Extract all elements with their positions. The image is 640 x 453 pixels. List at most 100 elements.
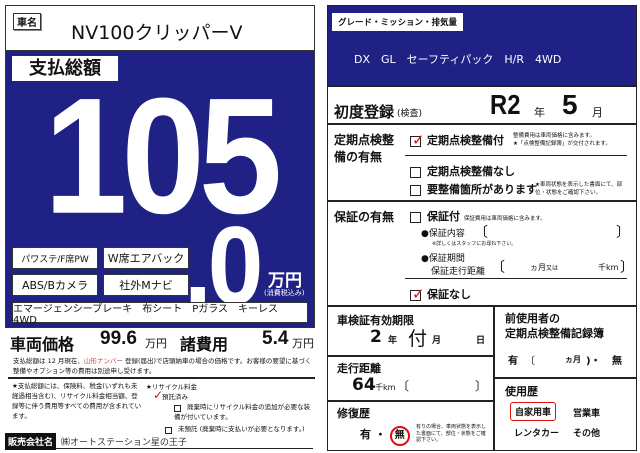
car-name-label: 車名 [13, 13, 41, 30]
warranty-months: ヵ月又は [530, 262, 558, 273]
warranty-option-2[interactable]: ✓ 保証なし [410, 284, 471, 303]
months-unit: ヵ月 [530, 263, 546, 272]
shaken-year: 2 [370, 327, 382, 347]
divider [328, 355, 493, 357]
total-integer: 105 [44, 63, 282, 248]
warranty-km-unit: 千km [598, 263, 619, 272]
feature-tag: W席エアバック [103, 247, 189, 269]
plate-region: 山形ナンバー [83, 357, 123, 365]
repair-no-circled[interactable]: 無 [389, 426, 410, 446]
warranty-opt1-note: 保証費用は車両価格に含みます。 [463, 216, 546, 222]
dealer-name: ㈱オートステーション星の王子 [61, 438, 187, 448]
inspection-option-3[interactable]: 要整備箇所があります [410, 181, 537, 197]
bracket: 〕 [616, 225, 630, 241]
usage-option[interactable]: レンタカー [514, 429, 560, 439]
vehicle-price-label: 車両価格 [10, 335, 75, 354]
divider [493, 305, 495, 451]
vehicle-price-value: 99.6 [100, 328, 137, 349]
inspection-opt1-label: 定期点検整備付 [427, 134, 504, 147]
recycle-deposited: ✓ 預託済み [153, 387, 188, 402]
first-reg-label: 初度登録 [334, 103, 395, 121]
divider [405, 278, 627, 279]
prev-record-no[interactable]: 無 [612, 356, 622, 367]
shaken-year-unit: 年 [388, 336, 398, 346]
mileage-value-row: 64 千km 〔 〕 [352, 375, 490, 397]
recycle-undeposited-label: 未預託 (廃棄時に支払いが必要となります。) [178, 425, 305, 433]
first-reg-month: 5 [562, 89, 578, 120]
total-label: 支払総額 [12, 56, 118, 81]
grade-value: DX GL セーフティパック H/R 4WD [354, 53, 562, 66]
bracket: 〔 [525, 356, 535, 367]
grade-label: グレード・ミッション・排気量 [332, 13, 464, 31]
warranty-label: 保証の有無 [334, 210, 395, 224]
feature-tag: 社外Mナビ [103, 274, 189, 296]
grade-panel: グレード・ミッション・排気量 DX GL セーフティパック H/R 4WD [328, 6, 636, 85]
shaken-label: 車検証有効期限 [337, 314, 414, 327]
recycle-extra[interactable]: 廃棄時にリサイクル料金の追加が必要な装備が付いています。 [164, 402, 314, 422]
warranty-content-label: ●保証内容 [421, 229, 465, 239]
repair-note: 有りの場合、車両状態を表示した書面にて、部位・状態をご確認下さい。 [416, 424, 487, 443]
inspection-option-1[interactable]: ✓ 定期点検整備付 [410, 130, 504, 149]
separator: )・ [586, 356, 601, 367]
shaken-day-unit: 日 [476, 336, 486, 346]
first-reg-sub: (検査) [397, 109, 423, 119]
fees-label: 諸費用 [180, 335, 229, 354]
total-price-panel: 支払総額 105 .0 万円 (消費税込み) パワステ/F席PW W席エアバック… [5, 50, 315, 328]
repair-yes[interactable]: 有 [360, 428, 371, 441]
usage-option[interactable]: 営業車 [573, 409, 601, 419]
total-unit: 万円 [268, 271, 302, 291]
divider [328, 200, 636, 202]
price-note-post: 登録(届出)で店頭納車の場合の価格です。お客様の要望に基づく整備やオプション等の… [13, 357, 312, 375]
repair-label: 修復歴 [337, 407, 370, 420]
inspection-opt3-note: ★車両状態を表示した書面にて、部位・状態をご確認下さい。 [535, 182, 623, 196]
prev-record-yes[interactable]: 有 [508, 356, 518, 367]
mileage-unit: 千km [375, 383, 396, 392]
prev-record-label-2: 定期点検整備記録簿 [505, 327, 604, 340]
car-name: NV100クリッパーV [71, 22, 243, 44]
divider [494, 377, 636, 379]
mileage-label: 走行距離 [337, 362, 381, 375]
first-reg-month-unit: 月 [592, 106, 603, 119]
divider [328, 400, 493, 402]
prev-record-label-1: 前使用者の [505, 312, 560, 325]
shaken-value: 2 年 付 月 日 [370, 327, 490, 350]
dealer-label: 販売会社名 [5, 433, 57, 450]
note: ★「点検整備記録簿」が交付されます。 [513, 141, 611, 147]
inspection-opt1-note: 整備費用は車両価格に含みます。 ★「点検整備記録簿」が交付されます。 [513, 132, 611, 148]
or-text: 又は [546, 265, 559, 272]
car-name-box: 車名 NV100クリッパーV [5, 5, 315, 51]
inspection-option-2[interactable]: 定期点検整備なし [410, 163, 515, 179]
warranty-option-1[interactable]: 保証付 保証費用は車両価格に含みます。 [410, 208, 546, 224]
bracket: 〔 [491, 260, 505, 276]
feature-tag: ABS/Bカメラ [12, 274, 98, 296]
inspection-label: 定期点検整備の有無 [334, 133, 395, 164]
prev-record-value: 有 〔 ヵ月 )・ 無 [508, 352, 633, 368]
mileage-value: 64 [352, 375, 376, 395]
bracket: 〔 [474, 225, 488, 241]
recycle-title: ★リサイクル料金 [146, 383, 198, 391]
usage-label: 使用歴 [505, 385, 538, 398]
recycle-extra-label: 廃棄時にリサイクル料金の追加が必要な装備が付いています。 [174, 403, 311, 421]
feature-tag: パワステ/F席PW [12, 247, 98, 269]
warranty-distance-label: 保証走行距離 [431, 267, 486, 277]
repair-options: 有 ・ 無 [360, 426, 410, 446]
bracket: 〕 [620, 260, 634, 276]
divider [405, 155, 627, 156]
shaken-month-unit: 月 [432, 336, 442, 346]
recycle-undeposited[interactable]: 未預託 (廃棄時に支払いが必要となります。) [155, 423, 305, 434]
price-note: 支払総額は 12 月現在、山形ナンバー 登録(届出)で店頭納車の場合の価格です。… [13, 356, 315, 376]
prev-record-label: 前使用者の定期点検整備記録簿 [505, 311, 604, 341]
usage-option-selected[interactable]: 自家用車 [510, 402, 557, 421]
warranty-content-note: ※詳しくはスタッフにお尋ね下さい。 [432, 241, 517, 247]
note: 整備費用は車両価格に含みます。 [513, 133, 595, 139]
right-panel [327, 5, 637, 451]
feature-line: エマージェンシーブレーキ 布シート Pガラス キーレス 4WD [12, 302, 308, 326]
divider [8, 377, 315, 379]
warranty-period-label: ●保証期間 [421, 254, 465, 264]
dealer-row: 販売会社名 ㈱オートステーション星の王子 [5, 433, 313, 450]
total-includes-note: ★支払総額には、保険料、税金(いずれも未経過相当含む)、リサイクル料金相当額、登… [12, 382, 142, 420]
first-reg-year-unit: 年 [534, 106, 545, 119]
divider [328, 85, 636, 87]
fees-unit: 万円 [292, 337, 314, 350]
usage-option[interactable]: その他 [573, 429, 601, 439]
